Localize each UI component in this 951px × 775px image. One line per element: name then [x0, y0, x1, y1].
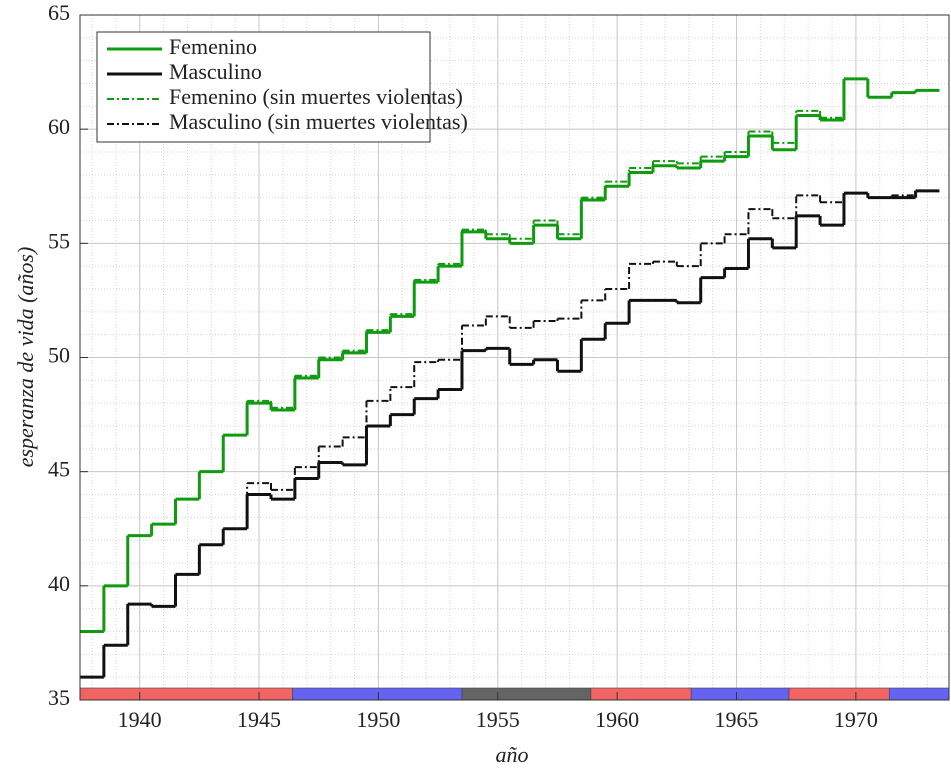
x-tick-label: 1960: [595, 707, 639, 732]
y-tick-label: 60: [48, 114, 70, 139]
period-band: [461, 687, 592, 700]
x-tick-label: 1955: [476, 707, 520, 732]
y-axis-label: esperanza de vida (años): [13, 247, 38, 468]
series: [80, 189, 940, 679]
x-axis-label: año: [496, 742, 529, 767]
x-tick-label: 1945: [237, 707, 281, 732]
period-band: [788, 687, 890, 700]
period-band: [80, 687, 293, 700]
y-tick-label: 55: [48, 228, 70, 253]
plot-frame: [79, 14, 950, 701]
x-tick-label: 1970: [834, 707, 878, 732]
period-band: [590, 687, 692, 700]
y-tick-label: 35: [48, 685, 70, 710]
plot-area: [80, 15, 949, 700]
period-band: [889, 687, 949, 700]
period-band: [690, 687, 790, 700]
x-tick-label: 1965: [715, 707, 759, 732]
y-tick-label: 40: [48, 571, 70, 596]
y-tick-label: 65: [48, 0, 70, 25]
x-tick-label: 1950: [356, 707, 400, 732]
legend-label: Masculino: [169, 59, 262, 84]
legend-label: Masculino (sin muertes violentas): [169, 109, 468, 134]
legend-label: Femenino: [169, 34, 257, 59]
legend-label: Femenino (sin muertes violentas): [169, 84, 463, 109]
y-tick-label: 50: [48, 343, 70, 368]
series: [80, 77, 940, 633]
x-tick-label: 1940: [118, 707, 162, 732]
period-band: [292, 687, 463, 700]
y-tick-label: 45: [48, 457, 70, 482]
